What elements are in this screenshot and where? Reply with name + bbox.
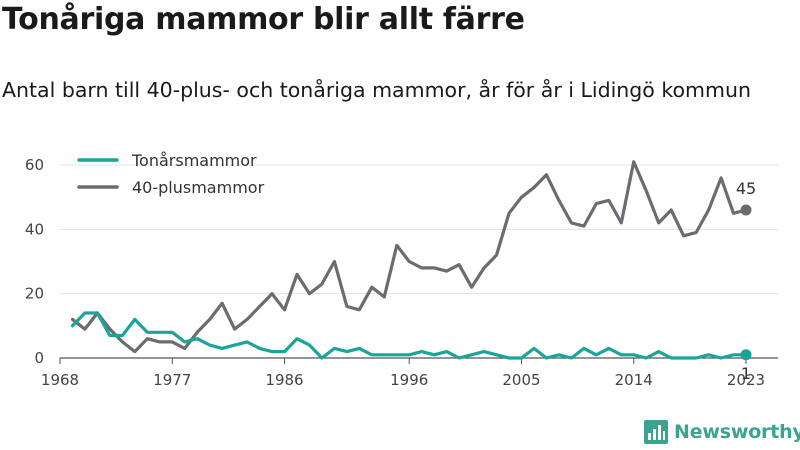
legend-label: 40-plusmammor [132,178,265,197]
axis-labels: 0 20 40 60 1968 1977 1986 1996 2005 2014 2023 [25,156,765,389]
series-end-label-tonarsmammor: 1 [741,364,751,383]
series-end-point-tonarsmammor [740,349,752,361]
x-tick-label: 2014 [615,371,653,389]
x-tick-label: 2023 [727,371,765,389]
y-tick-label: 40 [25,220,44,238]
x-tick-label: 1996 [390,371,428,389]
series-line-tonarsmammor [70,311,748,360]
brand-logo: Newsworthy [644,420,800,444]
x-tick-label: 1968 [41,371,79,389]
y-tick-label: 0 [34,349,44,367]
series-layer: 45 1 [70,160,756,383]
chart-title: Tonåriga mammor blir allt färre [2,2,525,37]
x-tick-label: 1986 [265,371,303,389]
brand-name: Newsworthy [674,421,800,443]
legend-label: Tonårsmammor [131,151,257,170]
y-tick-label: 60 [25,156,44,174]
grid-lines [60,164,778,359]
x-tick-label: 1977 [153,371,191,389]
series-end-point-40-plusmammor [740,204,752,216]
legend: Tonårsmammor 40-plusmammor [77,151,265,197]
x-tick-label: 2005 [502,371,540,389]
series-end-label-40-plusmammor: 45 [736,179,756,198]
series-line-40-plusmammor [70,160,748,354]
y-tick-label: 20 [25,285,44,303]
newsworthy-logo-icon [644,420,668,444]
chart-subtitle: Antal barn till 40-plus- och tonåriga ma… [2,78,751,102]
